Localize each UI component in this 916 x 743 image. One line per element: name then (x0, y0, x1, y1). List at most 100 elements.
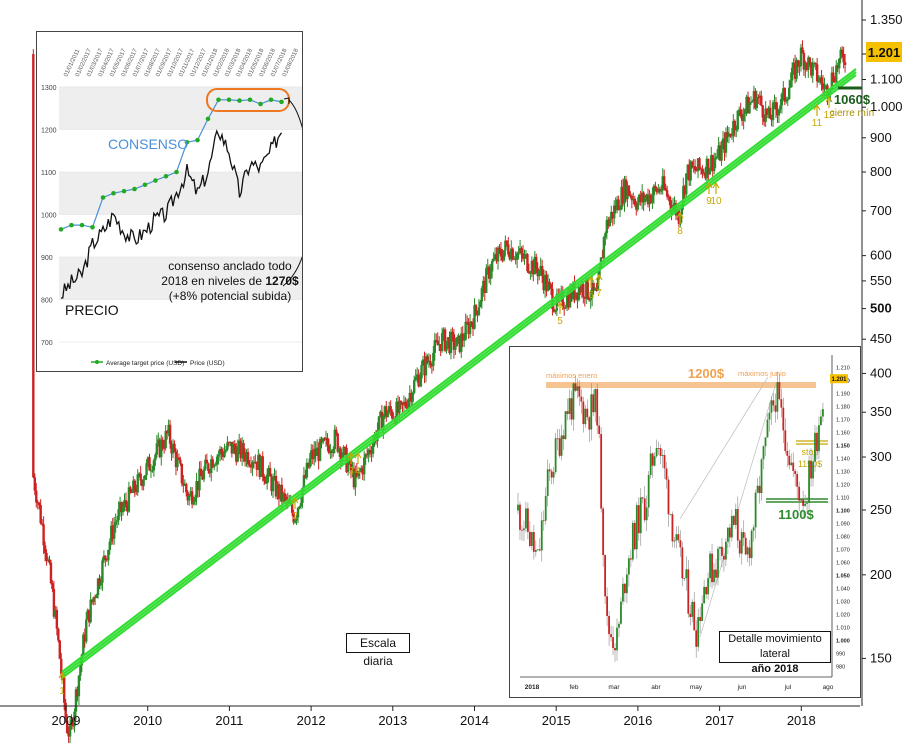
detail-candle (756, 485, 759, 493)
candle-body (180, 463, 184, 484)
candle-body (648, 194, 651, 205)
y-tick-label: 600 (870, 248, 892, 263)
detail-candle (546, 469, 549, 497)
detail-candle (772, 400, 775, 406)
candle-body (290, 503, 294, 513)
detail-candle (794, 471, 797, 475)
note-line2: 2018 en niveles de (161, 274, 263, 288)
candle-body (327, 445, 331, 453)
candle-body (263, 476, 266, 481)
candle-body (352, 468, 356, 488)
trend-line-0 (61, 74, 857, 679)
candle-body (705, 158, 709, 179)
detail-candle (728, 527, 731, 538)
candle-body (74, 689, 78, 712)
candle-body (567, 294, 570, 308)
candle-body (586, 279, 589, 299)
candle-body (583, 297, 586, 299)
candle-body (417, 374, 420, 387)
detail-y-label: 1.120 (836, 483, 850, 489)
candle-body (552, 309, 556, 312)
touch-arrow-head (712, 181, 720, 189)
consensus-point (100, 195, 106, 200)
candle-body (698, 158, 701, 169)
candle-body (779, 105, 782, 110)
detail-candle (521, 529, 523, 531)
detail-candle (816, 432, 818, 452)
touch-arrow-head (556, 301, 564, 309)
candle-body (627, 185, 631, 196)
candle-body (468, 321, 472, 335)
detail-candle (610, 634, 612, 638)
detail-candle (713, 569, 715, 583)
candle-body (60, 658, 63, 674)
detail-candle (744, 537, 747, 555)
detail-candle (649, 453, 652, 475)
candle-body (276, 484, 279, 497)
candle-body (383, 406, 386, 417)
candle-body (543, 274, 547, 291)
detail-candle (822, 409, 824, 417)
candle-body (57, 628, 60, 641)
detail-candle (742, 532, 745, 538)
detail-candle (766, 419, 769, 438)
candle-body (764, 108, 767, 122)
legend-consensus-dot (95, 360, 99, 364)
candle-body (368, 449, 372, 453)
candle-body (215, 456, 219, 465)
candle-body (830, 72, 834, 90)
candle-body (630, 195, 634, 201)
detail-candle (647, 474, 650, 508)
candle-body (282, 493, 285, 502)
candle-body (511, 248, 514, 260)
detail-candle (624, 583, 626, 594)
detail-candle (786, 450, 789, 456)
candle-body (529, 272, 532, 274)
candle-body (314, 448, 317, 456)
detail-candle (651, 453, 654, 466)
candle-body (652, 185, 656, 196)
detail-y-label: 1.130 (836, 470, 850, 476)
candle-body (654, 185, 657, 189)
candle-body (645, 194, 648, 199)
candle-body (473, 305, 476, 329)
candle-body (832, 72, 835, 82)
detail-candle (550, 471, 553, 478)
candle-body (624, 179, 628, 200)
candle-body (588, 298, 591, 301)
candle-body (217, 454, 220, 457)
candle-body (265, 474, 269, 484)
consensus-point (79, 222, 85, 228)
candle-body (451, 331, 454, 335)
candle-body (88, 609, 91, 623)
scale-note: Escala diaria (346, 633, 410, 668)
candle-body (458, 335, 461, 352)
candle-body (168, 424, 172, 444)
candle-body (323, 438, 326, 440)
candle-body (515, 253, 519, 260)
candle-body (249, 464, 253, 468)
candle-body (190, 491, 194, 505)
candle-body (268, 467, 272, 477)
candle-body (602, 237, 606, 258)
candle-body (385, 406, 388, 418)
candle-body (707, 158, 710, 175)
candle-body (317, 447, 320, 461)
trend-line-1 (61, 71, 857, 676)
detail-line2: año 2018 (751, 663, 799, 675)
touch-arrow-head (813, 103, 821, 111)
inset-y-label: 1200 (41, 128, 57, 135)
candle-body (839, 49, 842, 59)
detail-candle (808, 460, 810, 503)
candle-body (668, 196, 672, 206)
candle-body (474, 305, 478, 311)
detail-y-label: 1.010 (836, 626, 850, 632)
detail-candle (633, 522, 636, 550)
candle-body (761, 105, 764, 118)
support-label: 1060$ (834, 92, 871, 107)
detail-month-label: may (690, 684, 703, 691)
detail-candle (556, 438, 559, 440)
y-tick-label: 400 (870, 365, 892, 380)
candle-body (546, 281, 550, 291)
